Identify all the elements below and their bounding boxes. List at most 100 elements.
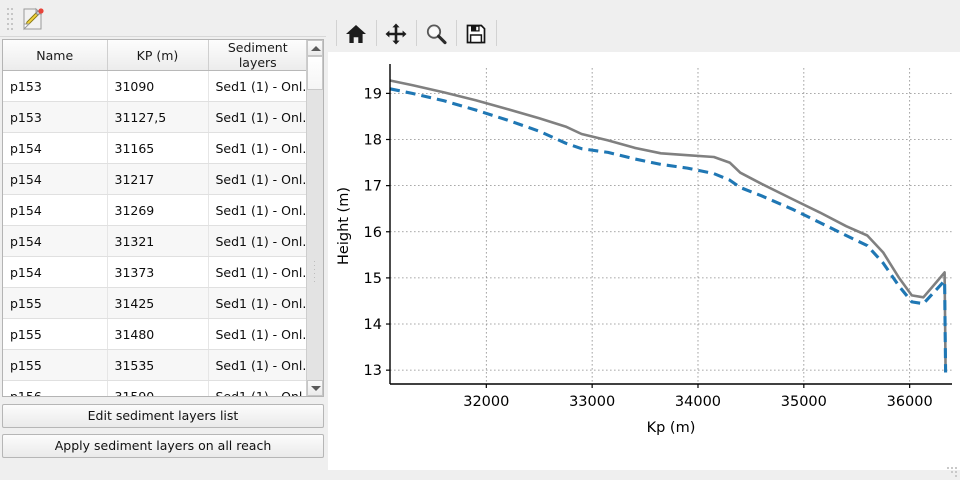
cell-sediment-layers[interactable]: Sed1 (1) - Onl... bbox=[208, 225, 307, 257]
x-axis-label: Kp (m) bbox=[647, 420, 696, 436]
cell-kp[interactable]: 31590 bbox=[107, 380, 209, 396]
cell-name[interactable]: p155 bbox=[3, 287, 108, 319]
move-icon bbox=[385, 23, 407, 45]
cell-sediment-layers[interactable]: Sed1 (1) - Onl... bbox=[208, 287, 307, 319]
drag-handle[interactable] bbox=[7, 8, 14, 30]
table-row[interactable]: p155 31480 Sed1 (1) - Onl... bbox=[3, 318, 307, 350]
cell-name[interactable]: p154 bbox=[3, 163, 108, 195]
cell-sediment-layers[interactable]: Sed1 (1) - Onl... bbox=[208, 194, 307, 226]
table-row[interactable]: p155 31535 Sed1 (1) - Onl... bbox=[3, 349, 307, 381]
cell-sediment-layers[interactable]: Sed1 (1) - Onl... bbox=[208, 380, 307, 396]
table-row[interactable]: p153 31127,5 Sed1 (1) - Onl... bbox=[3, 101, 307, 133]
cell-name[interactable]: p154 bbox=[3, 256, 108, 288]
scroll-down-button[interactable] bbox=[307, 380, 323, 396]
table-vertical-scrollbar[interactable] bbox=[306, 40, 323, 396]
cell-name[interactable]: p153 bbox=[3, 70, 108, 102]
scrollbar-thumb[interactable] bbox=[307, 56, 323, 90]
cell-sediment-layers[interactable]: Sed1 (1) - Onl... bbox=[208, 70, 307, 102]
cell-sediment-layers[interactable]: Sed1 (1) - Onl... bbox=[208, 101, 307, 133]
cell-name[interactable]: p155 bbox=[3, 349, 108, 381]
chart-figure[interactable]: 13 14 15 16 17 18 19 32000 33000 34000 35000 36000 K… bbox=[328, 52, 960, 470]
cell-name[interactable]: p154 bbox=[3, 132, 108, 164]
table-row[interactable]: p156 31590 Sed1 (1) - Onl... bbox=[3, 380, 307, 396]
table-row[interactable]: p154 31269 Sed1 (1) - Onl... bbox=[3, 194, 307, 226]
scroll-up-button[interactable] bbox=[307, 40, 323, 56]
toolbar-separator-1 bbox=[336, 20, 337, 46]
x-tick-label: 32000 bbox=[463, 394, 509, 410]
chart-panel: 13 14 15 16 17 18 19 32000 33000 34000 35000 36000 K… bbox=[328, 0, 960, 470]
cell-name[interactable]: p155 bbox=[3, 318, 108, 350]
cell-kp[interactable]: 31165 bbox=[107, 132, 209, 164]
cell-kp[interactable]: 31425 bbox=[107, 287, 209, 319]
toolbar-separator-3 bbox=[416, 20, 417, 46]
column-header-sediment-layers[interactable]: Sediment layers bbox=[208, 40, 307, 71]
profile-plot[interactable]: 13 14 15 16 17 18 19 32000 33000 34000 35000 36000 K… bbox=[328, 52, 960, 470]
matplotlib-navigation-toolbar bbox=[328, 10, 960, 58]
edit-document-icon[interactable] bbox=[19, 5, 47, 33]
cell-sediment-layers[interactable]: Sed1 (1) - Onl... bbox=[208, 256, 307, 288]
apply-sediment-layers-on-all-reach-button[interactable]: Apply sediment layers on all reach bbox=[2, 434, 324, 458]
cell-kp[interactable]: 31480 bbox=[107, 318, 209, 350]
y-axis-label: Height (m) bbox=[336, 187, 352, 265]
edit-sediment-layers-list-button[interactable]: Edit sediment layers list bbox=[2, 404, 324, 428]
table-row[interactable]: p154 31165 Sed1 (1) - Onl... bbox=[3, 132, 307, 164]
toolbar-separator-5 bbox=[496, 20, 497, 46]
window-bottom-strip bbox=[0, 470, 960, 480]
table-header-row: Name KP (m) Sediment layers bbox=[3, 40, 307, 71]
toolbar-separator-4 bbox=[456, 20, 457, 46]
toolbar-separator-2 bbox=[376, 20, 377, 46]
home-icon bbox=[346, 25, 366, 43]
app-toolbar bbox=[0, 0, 326, 37]
y-tick-label: 16 bbox=[364, 225, 382, 241]
table-body: p153 31090 Sed1 (1) - Onl... p153 31127,5 Sed… bbox=[3, 70, 307, 396]
scrollbar-grip-dots bbox=[313, 261, 317, 283]
sediment-table-grid: Name KP (m) Sediment layers p153 31090 Sed… bbox=[3, 40, 307, 396]
y-tick-label: 19 bbox=[364, 86, 382, 102]
save-icon bbox=[466, 24, 486, 44]
y-tick-label: 13 bbox=[364, 363, 382, 379]
cell-sediment-layers[interactable]: Sed1 (1) - Onl... bbox=[208, 132, 307, 164]
x-tick-label: 34000 bbox=[675, 394, 721, 410]
cell-kp[interactable]: 31535 bbox=[107, 349, 209, 381]
scrollbar-track[interactable] bbox=[307, 56, 323, 380]
cell-name[interactable]: p156 bbox=[3, 380, 108, 396]
series-bed bbox=[389, 79, 947, 373]
cell-sediment-layers[interactable]: Sed1 (1) - Onl... bbox=[208, 349, 307, 381]
cell-name[interactable]: p153 bbox=[3, 101, 108, 133]
save-button[interactable] bbox=[458, 18, 494, 50]
x-tick-label: 36000 bbox=[887, 394, 933, 410]
home-button[interactable] bbox=[338, 18, 374, 50]
cell-name[interactable]: p154 bbox=[3, 225, 108, 257]
column-header-name[interactable]: Name bbox=[3, 40, 108, 71]
table-row[interactable]: p153 31090 Sed1 (1) - Onl... bbox=[3, 70, 307, 102]
chevron-down-icon bbox=[311, 386, 321, 391]
cell-kp[interactable]: 31269 bbox=[107, 194, 209, 226]
cell-sediment-layers[interactable]: Sed1 (1) - Onl... bbox=[208, 163, 307, 195]
series-sediment bbox=[389, 87, 948, 373]
left-panel: Name KP (m) Sediment layers p153 31090 Sed… bbox=[0, 0, 326, 480]
resize-grip[interactable] bbox=[944, 464, 957, 477]
table-row[interactable]: p155 31425 Sed1 (1) - Onl... bbox=[3, 287, 307, 319]
x-tick-label: 35000 bbox=[781, 394, 827, 410]
table-row[interactable]: p154 31373 Sed1 (1) - Onl... bbox=[3, 256, 307, 288]
cell-kp[interactable]: 31373 bbox=[107, 256, 209, 288]
y-tick-label: 18 bbox=[364, 133, 382, 149]
table-row[interactable]: p154 31321 Sed1 (1) - Onl... bbox=[3, 225, 307, 257]
y-tick-label: 15 bbox=[364, 271, 382, 287]
cell-name[interactable]: p154 bbox=[3, 194, 108, 226]
sediment-table[interactable]: Name KP (m) Sediment layers p153 31090 Sed… bbox=[2, 39, 324, 397]
x-tick-label: 33000 bbox=[569, 394, 615, 410]
column-header-kp[interactable]: KP (m) bbox=[107, 40, 209, 71]
cell-kp[interactable]: 31127,5 bbox=[107, 101, 209, 133]
zoom-button[interactable] bbox=[418, 18, 454, 50]
y-tick-label: 17 bbox=[364, 179, 382, 195]
pan-button[interactable] bbox=[378, 18, 414, 50]
magnifier-icon bbox=[426, 24, 447, 45]
cell-sediment-layers[interactable]: Sed1 (1) - Onl... bbox=[208, 318, 307, 350]
cell-kp[interactable]: 31217 bbox=[107, 163, 209, 195]
y-tick-label: 14 bbox=[364, 317, 382, 333]
table-row[interactable]: p154 31217 Sed1 (1) - Onl... bbox=[3, 163, 307, 195]
cell-kp[interactable]: 31090 bbox=[107, 70, 209, 102]
cell-kp[interactable]: 31321 bbox=[107, 225, 209, 257]
